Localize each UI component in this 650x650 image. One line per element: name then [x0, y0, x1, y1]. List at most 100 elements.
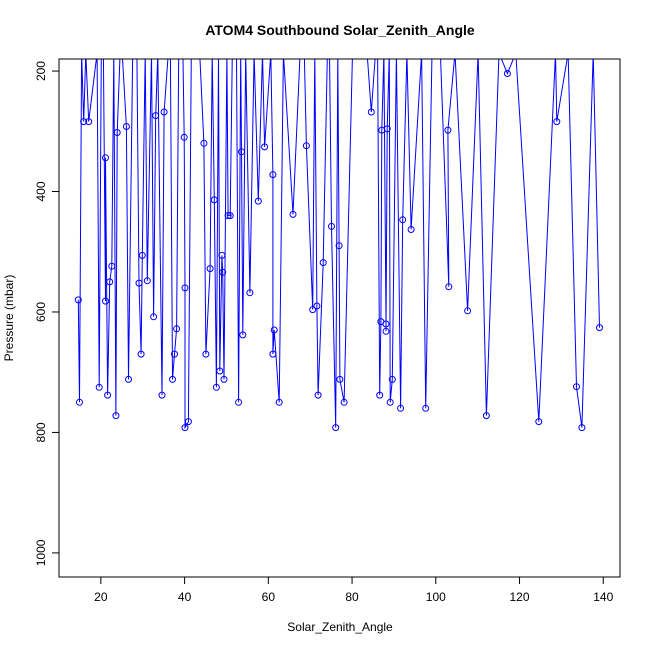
data-point	[238, 148, 245, 156]
data-point	[138, 251, 146, 259]
data-point	[219, 268, 227, 276]
data-point	[224, 212, 232, 220]
data-point	[399, 216, 407, 224]
data-point	[102, 154, 109, 162]
x-tick-label: 40	[178, 590, 192, 604]
data-point	[397, 404, 405, 412]
data-point	[184, 418, 192, 426]
data-point	[289, 210, 297, 218]
data-point	[309, 306, 317, 314]
data-point	[135, 279, 143, 287]
data-point	[388, 375, 396, 383]
data-point	[254, 197, 262, 205]
chart-title: ATOM4 Southbound Solar_Zenith_Angle	[205, 22, 475, 38]
x-tick-label: 120	[510, 590, 530, 604]
x-tick-label: 80	[345, 590, 359, 604]
data-point	[302, 142, 310, 150]
plot-frame	[58, 58, 621, 578]
data-point	[445, 283, 453, 291]
data-point	[383, 125, 391, 133]
data-point	[181, 424, 189, 432]
data-point	[76, 398, 83, 406]
data-point	[226, 212, 234, 220]
data-point	[464, 307, 472, 315]
data-point	[482, 412, 490, 420]
data-point	[573, 383, 580, 391]
data-point	[407, 226, 415, 233]
data-point	[143, 277, 151, 285]
data-point	[216, 367, 224, 375]
data-point	[340, 398, 348, 406]
y-tick-label: 400	[34, 181, 48, 201]
y-axis-label: Pressure (mbar)	[2, 275, 16, 362]
x-tick-label: 60	[262, 590, 276, 604]
data-point	[150, 313, 158, 321]
data-point	[85, 118, 93, 126]
x-tick-label: 20	[94, 590, 108, 604]
data-point	[169, 375, 176, 383]
data-point	[376, 391, 384, 399]
data-point	[596, 324, 603, 332]
data-point	[218, 251, 226, 259]
data-point	[171, 350, 178, 358]
data-point	[367, 108, 375, 116]
data-point	[202, 350, 210, 358]
data-point	[206, 265, 214, 273]
data-point	[74, 296, 82, 304]
data-point	[382, 327, 390, 335]
data-point	[319, 259, 327, 267]
data-point	[270, 326, 278, 334]
data-point	[313, 302, 321, 310]
series-layer	[74, 59, 603, 432]
data-point	[503, 70, 511, 77]
data-point	[535, 418, 543, 426]
data-point	[382, 320, 390, 328]
data-point	[578, 424, 586, 432]
data-point	[108, 262, 116, 270]
x-axis-label: Solar_Zenith_Angle	[287, 620, 393, 634]
data-point	[180, 133, 188, 141]
data-point	[386, 398, 394, 406]
data-point	[173, 325, 181, 333]
y-axis: 200 400 600 800 1000	[34, 61, 59, 566]
y-tick-label: 200	[34, 61, 48, 81]
data-point	[553, 118, 561, 126]
data-point	[246, 289, 254, 297]
data-point	[422, 404, 430, 412]
x-tick-label: 140	[593, 590, 613, 604]
data-point	[80, 118, 88, 126]
y-tick-label: 1000	[34, 539, 48, 566]
data-point	[269, 350, 277, 358]
data-point	[106, 278, 114, 286]
data-point	[102, 297, 109, 305]
data-point	[220, 375, 228, 383]
data-point	[336, 375, 344, 383]
data-point	[152, 112, 160, 120]
data-point	[158, 391, 166, 399]
data-point	[275, 398, 283, 406]
data-point	[261, 143, 269, 151]
y-tick-label: 800	[34, 422, 48, 442]
data-point	[125, 375, 132, 383]
data-point	[212, 383, 220, 391]
data-point	[235, 398, 243, 406]
data-point	[210, 196, 218, 204]
data-point	[95, 383, 103, 391]
data-point	[137, 350, 145, 358]
data-point	[444, 126, 452, 134]
data-point	[314, 391, 322, 399]
data-point	[332, 424, 340, 432]
data-point	[104, 391, 112, 399]
series-line	[77, 59, 600, 430]
data-point	[113, 129, 121, 136]
x-axis: 20 40 60 80 100 120 140	[94, 577, 614, 604]
data-point	[122, 123, 130, 130]
data-point	[181, 284, 189, 292]
data-point	[112, 412, 120, 420]
data-point	[328, 222, 335, 230]
data-point	[269, 171, 277, 179]
x-tick-label: 100	[426, 590, 446, 604]
data-point	[239, 331, 247, 339]
